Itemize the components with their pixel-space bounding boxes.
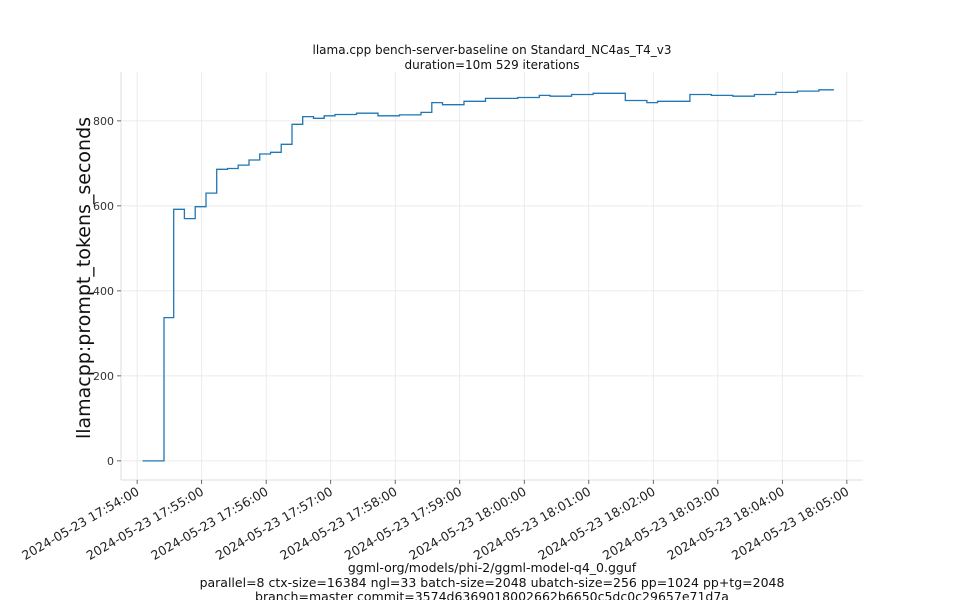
y-tick-label: 200: [93, 370, 114, 383]
x-tick-label: 2024-05-23 17:56:00: [148, 484, 271, 563]
chart-title: llama.cpp bench-server-baseline on Stand…: [313, 43, 672, 72]
x-tick-label: 2024-05-23 17:57:00: [213, 484, 336, 563]
y-tick-label: 600: [93, 200, 114, 213]
grid: [120, 72, 863, 481]
y-tick-label: 0: [107, 455, 114, 468]
x-axis-label: ggml-org/models/phi-2/ggml-model-q4_0.gg…: [200, 560, 785, 600]
x-tick-label: 2024-05-23 17:54:00: [19, 484, 142, 563]
chart-title-line-2: duration=10m 529 iterations: [405, 58, 580, 72]
x-tick-label: 2024-05-23 18:01:00: [471, 484, 594, 563]
x-tick-label: 2024-05-23 18:00:00: [406, 484, 529, 563]
x-tick-label: 2024-05-23 18:05:00: [729, 484, 852, 563]
x-tick-label: 2024-05-23 17:55:00: [84, 484, 207, 563]
x-axis-label-line-2: parallel=8 ctx-size=16384 ngl=33 batch-s…: [200, 575, 785, 590]
y-tick-label: 400: [93, 285, 114, 298]
axes-frame: [121, 72, 863, 480]
x-tick-label: 2024-05-23 18:03:00: [600, 484, 723, 563]
series-line: [142, 89, 834, 462]
x-axis-label-line-3: branch=master commit=3574d6369018002662b…: [255, 589, 729, 600]
x-tick-label: 2024-05-23 17:58:00: [277, 484, 400, 563]
x-tick-label: 2024-05-23 18:02:00: [535, 484, 658, 563]
x-axis-label-line-1: ggml-org/models/phi-2/ggml-model-q4_0.gg…: [348, 560, 637, 575]
x-tick-label: 2024-05-23 17:59:00: [342, 484, 465, 563]
x-tick-label: 2024-05-23 18:04:00: [664, 484, 787, 563]
chart-title-line-1: llama.cpp bench-server-baseline on Stand…: [313, 43, 672, 57]
y-axis-label: llamacpp:prompt_tokens_seconds: [73, 117, 95, 439]
y-tick-label: 800: [93, 115, 114, 128]
